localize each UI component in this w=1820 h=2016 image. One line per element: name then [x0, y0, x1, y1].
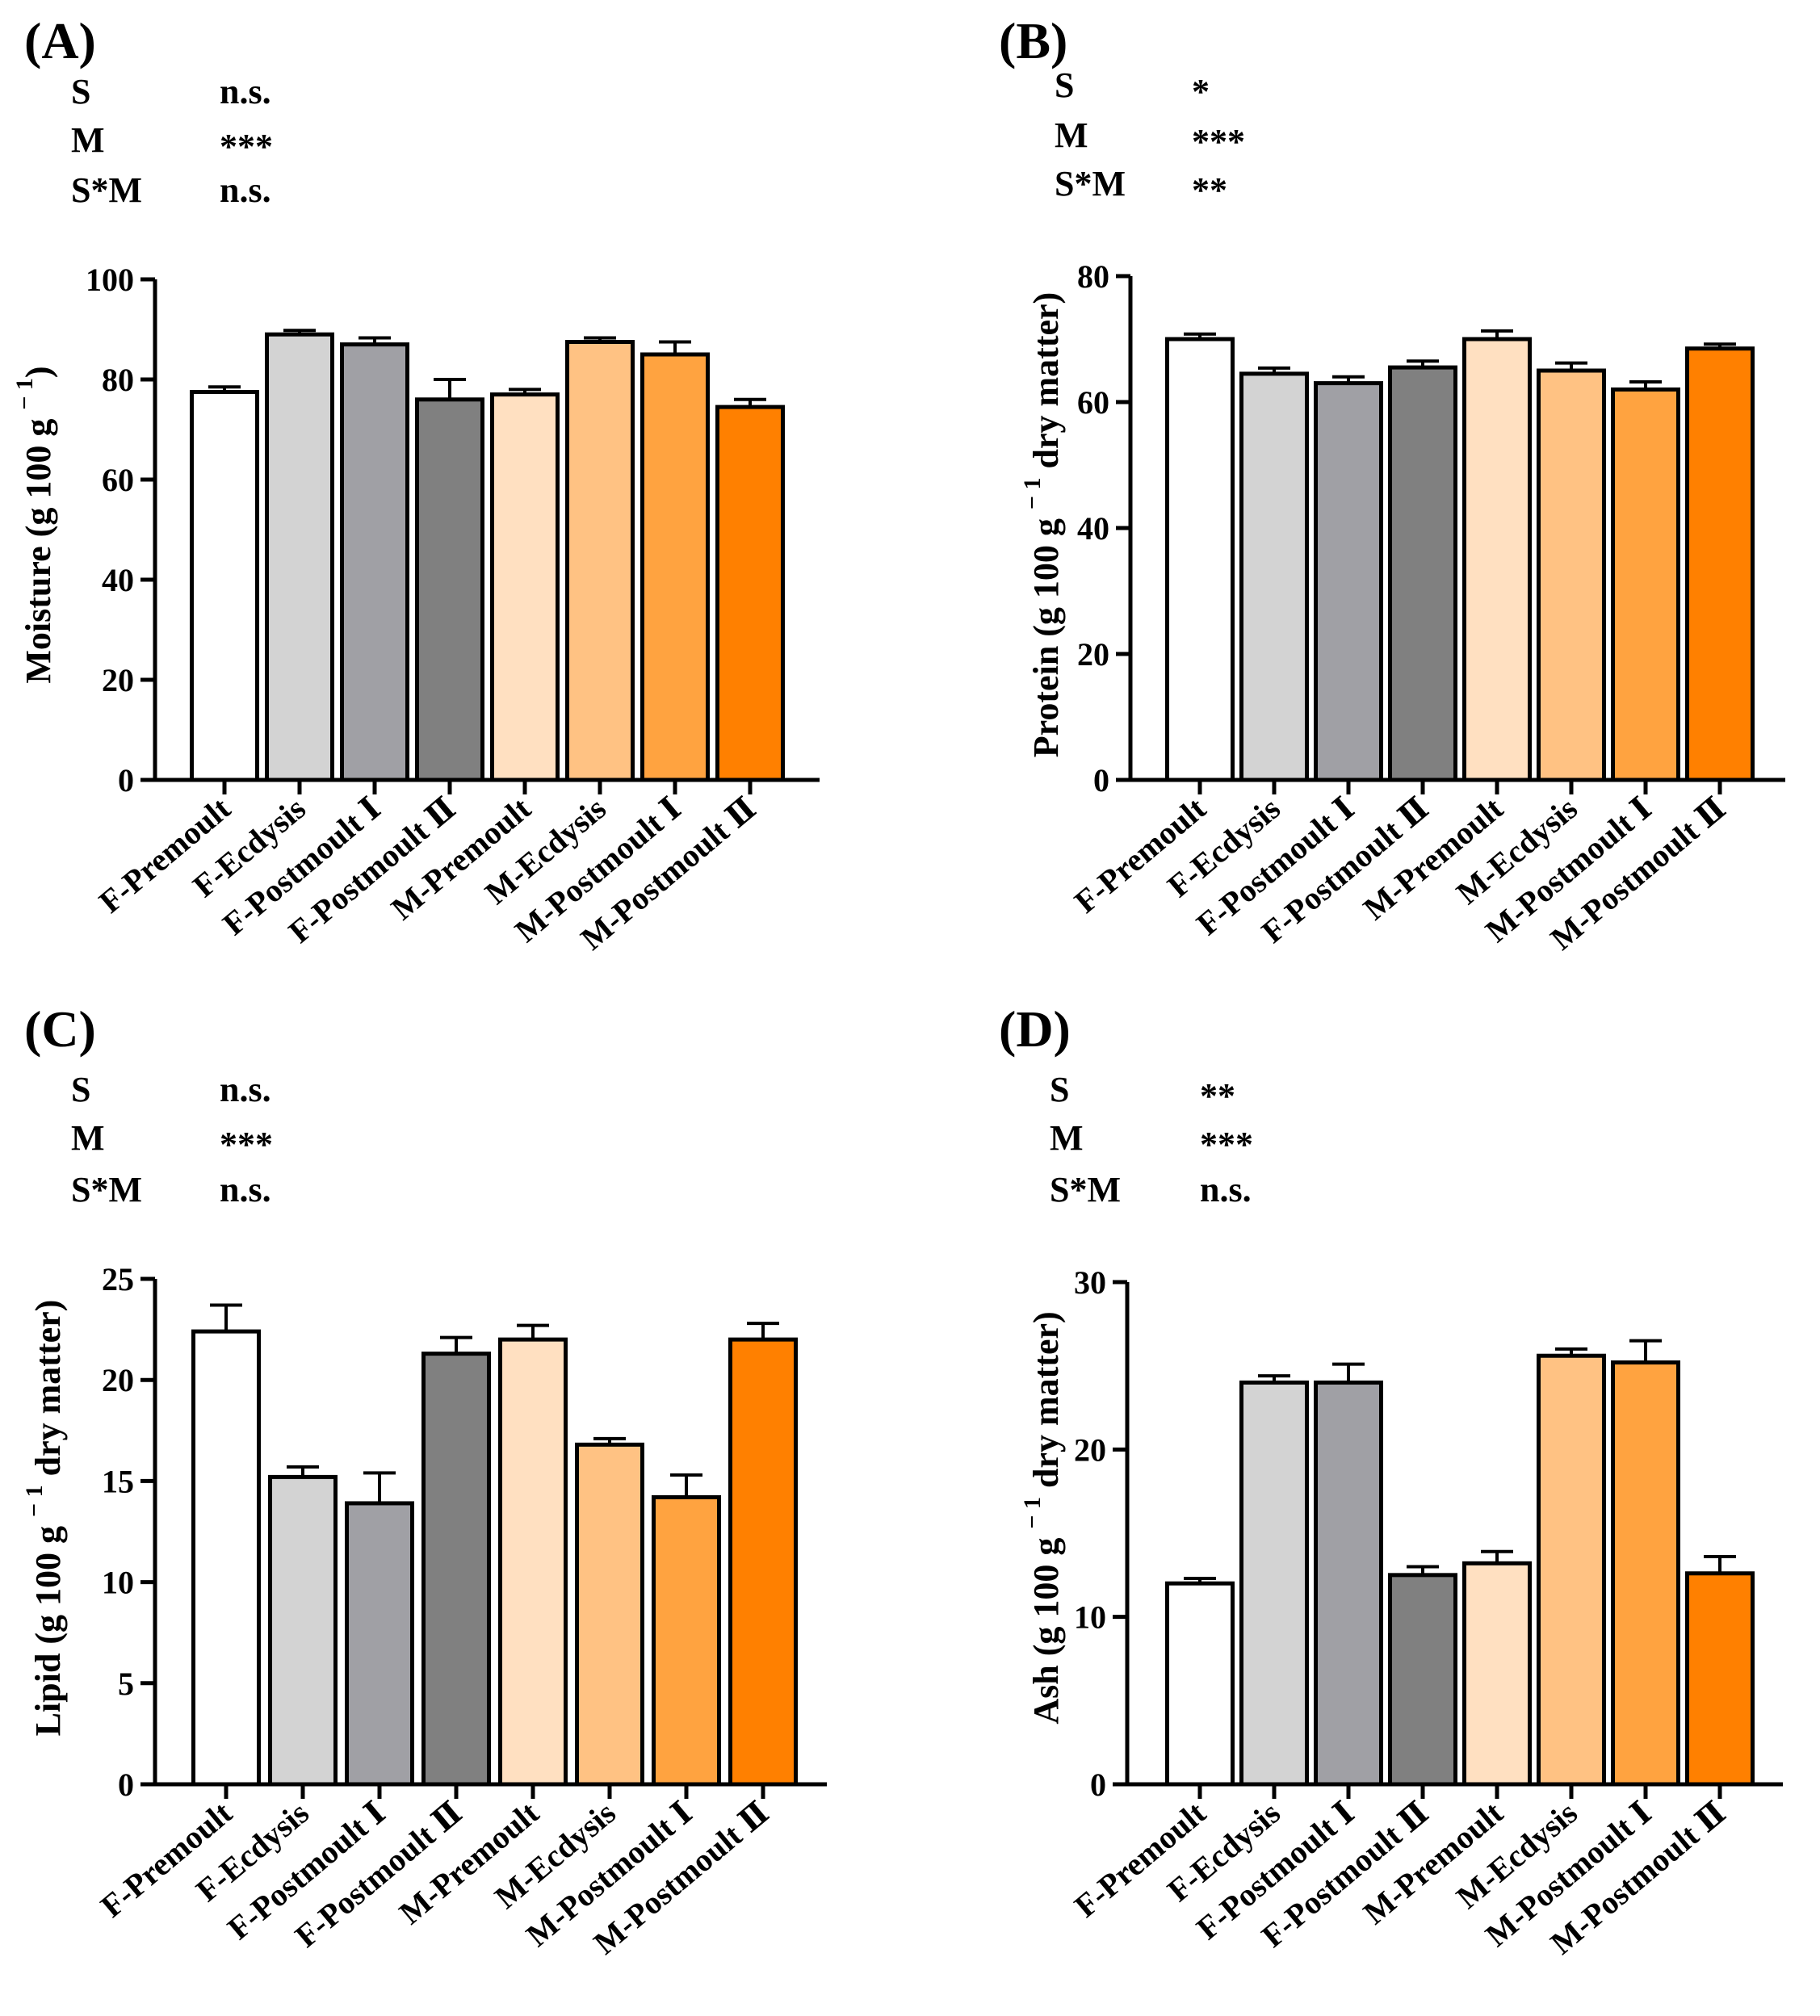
y-tick-label: 0 — [118, 762, 134, 798]
bar — [191, 1329, 261, 1787]
stat-significance-value: n.s. — [220, 1070, 271, 1109]
bar — [421, 1352, 491, 1787]
bar — [340, 342, 409, 782]
y-tick-label: 0 — [1090, 1767, 1106, 1803]
bar — [1314, 381, 1383, 782]
bar — [490, 392, 560, 782]
bar — [575, 1442, 644, 1787]
bar — [1314, 1380, 1383, 1787]
stat-factor-label: S*M — [1050, 1170, 1121, 1209]
bar — [1611, 1360, 1680, 1787]
bar — [190, 390, 259, 782]
stat-factor-label: S*M — [71, 170, 142, 210]
bar — [1239, 1380, 1309, 1787]
y-tick-label: 60 — [1077, 384, 1109, 421]
panel-letter: (D) — [999, 1000, 1071, 1058]
stat-significance-value: *** — [220, 1125, 273, 1164]
bar — [1537, 368, 1606, 782]
y-tick-label: 20 — [1077, 636, 1109, 673]
y-tick-label: 80 — [102, 362, 134, 398]
bar — [1165, 337, 1235, 782]
stat-factor-label: M — [1055, 115, 1088, 155]
bar — [1685, 1571, 1755, 1787]
y-tick-label: 40 — [1077, 510, 1109, 547]
stat-significance-value: n.s. — [220, 72, 271, 111]
stat-factor-label: S — [1055, 65, 1074, 105]
bar — [1239, 371, 1309, 782]
stat-factor-label: S — [71, 1070, 90, 1109]
chart-panel-3: (C) S n.s. M *** S*M n.s. 0 5 10 15 20 25 Lipid (g 10… — [21, 1000, 827, 1961]
y-tick-label: 10 — [1074, 1599, 1106, 1636]
y-axis-title: Moisture (g 100 g − 1) — [11, 366, 58, 683]
stat-factor-label: S*M — [1055, 164, 1126, 203]
y-axis-title: Ash (g 100 g − 1 dry matter) — [1019, 1311, 1066, 1724]
y-tick-label: 40 — [102, 562, 134, 598]
stat-significance-value: n.s. — [1200, 1170, 1252, 1209]
y-tick-label: 20 — [1074, 1431, 1106, 1468]
bar — [565, 340, 635, 782]
y-tick-label: 20 — [102, 1362, 134, 1398]
bar — [1537, 1353, 1606, 1787]
bar — [1611, 387, 1680, 782]
panel-letter: (A) — [24, 12, 96, 69]
bar — [1462, 337, 1532, 782]
bar — [1388, 1573, 1457, 1787]
stat-significance-value: ** — [1200, 1076, 1235, 1116]
y-tick-label: 60 — [102, 462, 134, 498]
chart-panel-1: (A)S n.s. M *** S*M n.s. 0 20 40 60 80 100 Moisture … — [11, 12, 820, 957]
bar — [715, 404, 785, 782]
bar — [728, 1337, 798, 1787]
y-tick-label: 25 — [102, 1261, 134, 1297]
stat-significance-value: * — [1192, 72, 1210, 111]
stat-factor-label: M — [71, 120, 105, 160]
stat-significance-value: ** — [1192, 170, 1227, 210]
bar — [1388, 365, 1457, 782]
stat-factor-label: M — [71, 1118, 105, 1158]
bar — [268, 1474, 338, 1787]
stat-significance-value: n.s. — [220, 170, 271, 210]
bar — [1165, 1581, 1235, 1787]
y-tick-label: 80 — [1077, 258, 1109, 295]
y-axis-title: Lipid (g 100 g − 1 dry matter) — [21, 1300, 68, 1737]
bar — [652, 1494, 721, 1787]
y-tick-label: 20 — [102, 662, 134, 698]
panel-letter: (B) — [999, 12, 1067, 69]
stat-significance-value: n.s. — [220, 1170, 271, 1209]
stat-factor-label: S — [1050, 1070, 1069, 1109]
stat-factor-label: M — [1050, 1118, 1084, 1158]
panel-letter: (C) — [24, 1000, 96, 1058]
bar — [265, 332, 334, 782]
y-tick-label: 10 — [102, 1565, 134, 1601]
y-tick-label: 0 — [1093, 762, 1109, 798]
y-tick-label: 5 — [118, 1666, 134, 1702]
bar — [498, 1337, 568, 1787]
bar — [1462, 1561, 1532, 1787]
stat-significance-value: *** — [1192, 122, 1245, 161]
y-tick-label: 0 — [118, 1767, 134, 1803]
bar — [1685, 346, 1755, 782]
stat-significance-value: *** — [1200, 1125, 1253, 1164]
stat-factor-label: S — [71, 72, 90, 111]
stat-factor-label: S*M — [71, 1170, 142, 1209]
y-axis-title: Protein (g 100 g − 1 dry matter) — [1019, 292, 1066, 757]
bar — [345, 1501, 414, 1787]
stat-significance-value: *** — [220, 127, 273, 166]
bar — [415, 397, 484, 782]
bar — [640, 352, 710, 782]
y-tick-label: 15 — [102, 1463, 134, 1499]
y-tick-label: 30 — [1074, 1264, 1106, 1301]
y-tick-label: 100 — [86, 262, 134, 298]
